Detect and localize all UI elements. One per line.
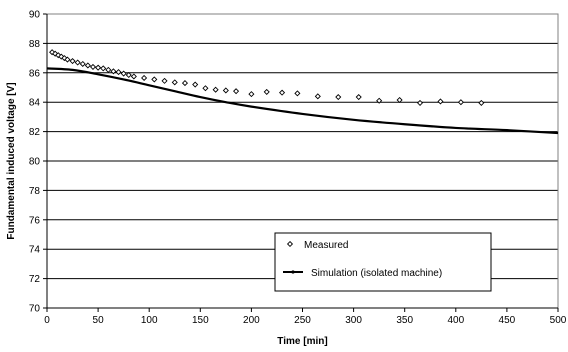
measured-point xyxy=(89,63,97,70)
legend-diamond xyxy=(286,240,294,248)
x-tick-label: 150 xyxy=(192,315,209,326)
measured-point xyxy=(79,60,86,68)
measured-point xyxy=(115,69,122,76)
simulation-line xyxy=(46,67,559,135)
y-tick-labels: 70 72 74 76 78 80 82 84 86 88 90 xyxy=(29,10,41,315)
y-tick-label: 74 xyxy=(29,245,41,256)
y-tick-label: 84 xyxy=(29,98,41,109)
measured-point xyxy=(248,91,255,98)
measured-point xyxy=(279,89,286,96)
measured-point xyxy=(314,93,321,100)
measured-point xyxy=(110,68,117,75)
measured-point xyxy=(192,81,199,88)
legend-label-simulation: Simulation (isolated machine) xyxy=(311,268,442,279)
y-tick-label: 78 xyxy=(29,186,41,197)
x-tick-label: 400 xyxy=(447,315,464,326)
measured-point xyxy=(396,96,403,104)
measured-point xyxy=(64,56,71,63)
legend-box xyxy=(274,232,492,292)
y-tick-label: 82 xyxy=(29,127,41,138)
measured-point xyxy=(202,85,209,92)
measured-point xyxy=(437,98,444,105)
measured-point xyxy=(457,99,464,106)
measured-point xyxy=(263,88,270,95)
legend-label-measured: Measured xyxy=(304,240,348,251)
legend-marker-simulation xyxy=(283,270,303,274)
measured-point xyxy=(355,94,362,101)
y-tick-label: 70 xyxy=(29,304,41,315)
measured-point xyxy=(130,73,137,80)
measured-point xyxy=(416,99,424,106)
y-tick-label: 90 xyxy=(29,10,41,21)
x-axis-label: Time [min] xyxy=(277,336,327,347)
measured-point xyxy=(212,86,219,93)
y-tick-label: 72 xyxy=(29,274,41,285)
legend-marker-measured xyxy=(286,240,294,248)
measured-point xyxy=(74,59,81,66)
series-layer xyxy=(46,49,559,135)
x-tick-labels: 0 50 100 150 200 250 300 350 400 450 500 xyxy=(44,315,567,326)
measured-point xyxy=(84,62,91,69)
series-measured xyxy=(49,49,485,106)
measured-point xyxy=(222,87,229,94)
measured-point xyxy=(478,99,485,106)
measured-point xyxy=(376,97,383,104)
measured-point xyxy=(58,53,65,60)
y-tick-label: 86 xyxy=(29,68,41,79)
measured-point xyxy=(100,65,107,72)
measured-point xyxy=(161,77,168,84)
y-axis-label: Fundamental induced voltage [V] xyxy=(6,82,17,239)
x-tick-label: 250 xyxy=(294,315,311,326)
series-simulation xyxy=(46,67,559,135)
y-tick-label: 76 xyxy=(29,215,41,226)
measured-point xyxy=(171,79,178,86)
legend: Measured Simulation (isolated machine) xyxy=(274,232,492,292)
measured-point xyxy=(55,52,62,59)
x-tick-label: 200 xyxy=(243,315,260,326)
measured-point xyxy=(95,64,102,71)
measured-point xyxy=(181,80,189,87)
x-tick-label: 50 xyxy=(93,315,105,326)
measured-point xyxy=(125,71,132,79)
x-tick-label: 500 xyxy=(550,315,567,326)
axes xyxy=(46,14,559,312)
x-tick-label: 100 xyxy=(141,315,158,326)
x-tick-label: 300 xyxy=(345,315,362,326)
x-tick-label: 450 xyxy=(499,315,516,326)
measured-point xyxy=(151,76,158,83)
measured-point xyxy=(233,88,240,95)
measured-point xyxy=(120,70,127,77)
legend-line-dot xyxy=(291,270,295,274)
y-tick-label: 80 xyxy=(29,157,41,168)
y-tick-label: 88 xyxy=(29,39,41,50)
measured-point xyxy=(335,94,342,101)
measured-point xyxy=(105,66,112,73)
x-tick-label: 350 xyxy=(396,315,413,326)
measured-point xyxy=(294,90,301,97)
measured-point xyxy=(141,74,148,81)
measured-point xyxy=(69,58,76,65)
x-tick-label: 0 xyxy=(44,315,50,326)
